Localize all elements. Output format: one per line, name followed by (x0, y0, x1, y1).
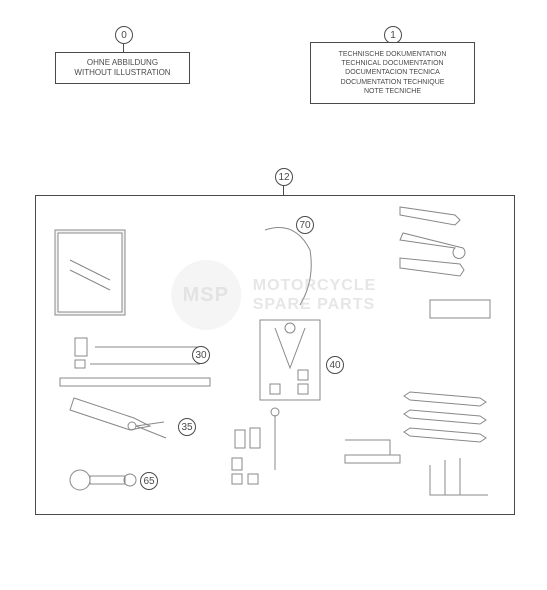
callout-40: 40 (326, 356, 344, 374)
callout-12: 12 (275, 168, 293, 186)
callout-12-label: 12 (278, 172, 289, 183)
box1-line5: NOTE TECNICHE (364, 87, 421, 96)
callout-40-label: 40 (329, 360, 340, 371)
callout-65: 65 (140, 472, 158, 490)
box0-line1: OHNE ABBILDUNG (87, 58, 158, 68)
callout-70: 70 (296, 216, 314, 234)
leader-12 (283, 186, 284, 195)
callout-30-label: 30 (195, 350, 206, 361)
callout-70-label: 70 (299, 220, 310, 231)
box0-line2: WITHOUT ILLUSTRATION (74, 68, 170, 78)
callout-0: 0 (115, 26, 133, 44)
callout-1-label: 1 (390, 30, 396, 41)
callout-30: 30 (192, 346, 210, 364)
main-diagram-frame (35, 195, 515, 515)
callout-0-label: 0 (121, 30, 127, 41)
box-without-illustration: OHNE ABBILDUNG WITHOUT ILLUSTRATION (55, 52, 190, 84)
callout-35-label: 35 (181, 422, 192, 433)
callout-65-label: 65 (143, 476, 154, 487)
callout-35: 35 (178, 418, 196, 436)
box1-line3: DOCUMENTACION TECNICA (345, 68, 440, 77)
box1-line1: TECHNISCHE DOKUMENTATION (339, 50, 447, 59)
box1-line4: DOCUMENTATION TECHNIQUE (341, 78, 445, 87)
box-tech-docs: TECHNISCHE DOKUMENTATION TECHNICAL DOCUM… (310, 42, 475, 104)
box1-line2: TECHNICAL DOCUMENTATION (341, 59, 443, 68)
leader-0 (123, 44, 124, 52)
